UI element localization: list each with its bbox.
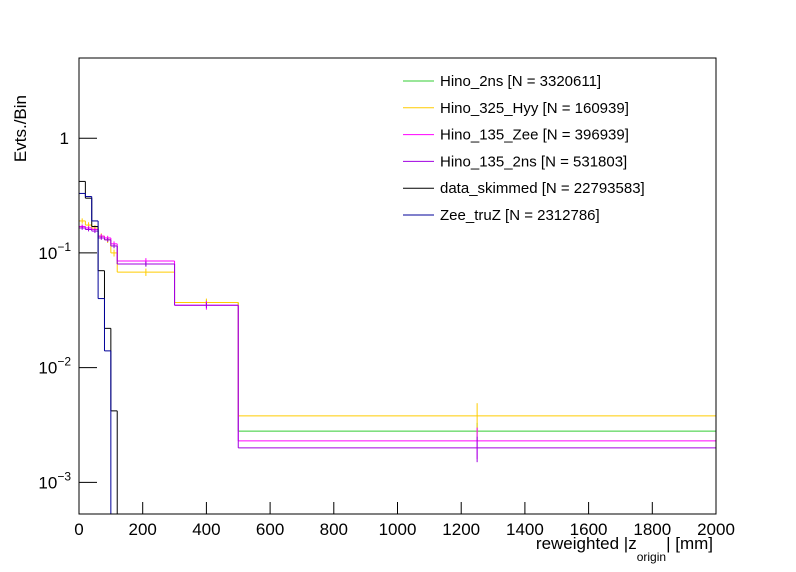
legend: Hino_2ns [N = 3320611] Hino_325_Hyy [N = … — [403, 73, 645, 224]
y-tick-label: 10−2 — [38, 355, 71, 378]
x-axis-label: reweighted |zorigin| [mm] — [536, 534, 713, 564]
x-tick-label: 600 — [256, 520, 284, 539]
legend-label: Zee_truZ [N = 2312786] — [440, 207, 600, 224]
x-tick-label: 1800 — [633, 520, 671, 539]
y-tick-label: 10−1 — [38, 240, 71, 263]
x-tick-label: 1400 — [506, 520, 544, 539]
legend-label: Hino_325_Hyy [N = 160939] — [440, 100, 629, 117]
y-tick-exponent: −3 — [57, 469, 71, 483]
x-tick-label: 0 — [74, 520, 83, 539]
x-label-sub: origin — [637, 550, 666, 564]
y-tick-base: 10 — [38, 244, 57, 263]
x-tick-label: 1000 — [379, 520, 417, 539]
x-tick-label: 1600 — [570, 520, 608, 539]
y-tick-label: 10−3 — [38, 469, 71, 492]
x-label-end: | [mm] — [666, 534, 713, 553]
legend-label: data_skimmed [N = 22793583] — [440, 180, 645, 197]
legend-label: Hino_135_Zee [N = 396939] — [440, 127, 629, 144]
y-tick-exponent: −2 — [57, 355, 71, 369]
legend-label: Hino_135_2ns [N = 531803] — [440, 153, 627, 170]
y-tick-label: 1 — [60, 129, 69, 148]
legend-label: Hino_2ns [N = 3320611] — [440, 73, 601, 90]
y-axis-label: Evts./Bin — [11, 95, 30, 162]
x-tick-label: 1200 — [442, 520, 480, 539]
x-tick-label: 2000 — [697, 520, 735, 539]
x-tick-label: 400 — [192, 520, 220, 539]
y-tick-base: 10 — [38, 359, 57, 378]
x-tick-label: 200 — [129, 520, 157, 539]
plot-area — [79, 180, 716, 514]
y-tick-base: 10 — [38, 473, 57, 492]
x-tick-label: 800 — [320, 520, 348, 539]
y-tick-exponent: −1 — [57, 240, 71, 254]
x-label-main: reweighted |z — [536, 534, 637, 553]
